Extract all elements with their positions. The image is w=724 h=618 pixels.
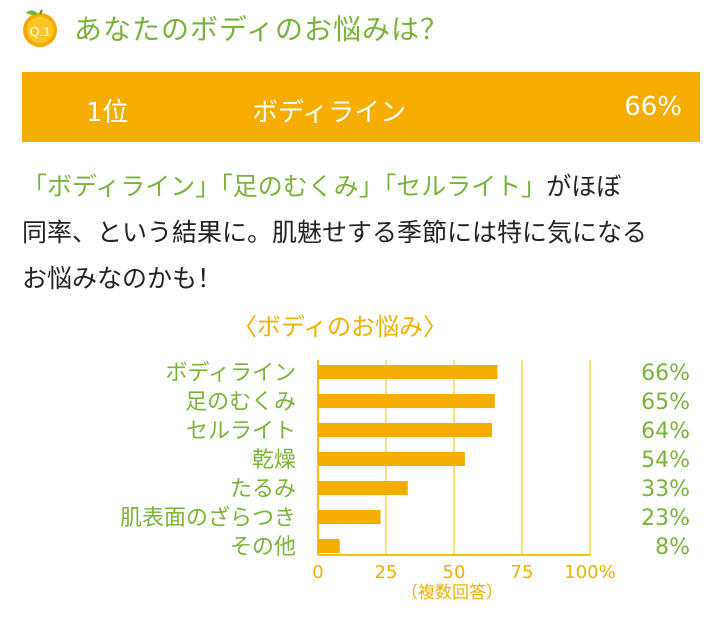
question-title: あなたのボディのお悩みは？ [74, 13, 450, 46]
bar [318, 539, 340, 553]
highlight-legs: 「足のむくみ」 [220, 172, 384, 201]
bar [318, 394, 495, 408]
rank-item: ボディライン [252, 98, 407, 128]
category-label: たるみ [230, 477, 296, 502]
description-text: 「ボディライン」「足のむくみ」「セルライト」がほぼ 同率、という結果に。肌魅せす… [22, 164, 702, 302]
value-label: 8% [655, 535, 690, 560]
value-label: 54% [641, 448, 690, 473]
rank-banner: 1位 ボディライン 66% [22, 72, 700, 142]
x-tick-label: 50 [443, 562, 466, 583]
value-label: 23% [641, 506, 690, 531]
chart-title: 〈ボディのお悩み〉 [233, 313, 447, 341]
category-label: ボディライン [166, 361, 296, 386]
rank-percent: 66% [624, 92, 682, 122]
bar [318, 510, 381, 524]
x-tick-label: 100% [564, 562, 615, 583]
description-line2: 同率、という結果に。肌魅せする季節には特に気になる [22, 218, 648, 247]
highlight-cellulite: 「セルライト」 [383, 172, 547, 201]
x-tick-label: 75 [511, 562, 534, 583]
x-tick-label: 25 [375, 562, 398, 583]
category-label: セルライト [186, 419, 296, 444]
category-label: 足のむくみ [185, 390, 296, 415]
description-rest: がほぼ [546, 172, 622, 201]
bar [318, 452, 465, 466]
question-badge: Q.1 [30, 24, 51, 39]
x-tick-label: 0 [312, 562, 323, 583]
value-label: 66% [641, 361, 690, 386]
value-label: 64% [641, 419, 690, 444]
value-label: 33% [641, 477, 690, 502]
highlight-bodyline: 「ボディライン」 [22, 172, 221, 201]
category-label: その他 [230, 535, 296, 560]
orange-icon: Q.1 [20, 8, 60, 48]
body-concerns-chart: 〈ボディのお悩み〉 ボディライン 66% 足のむくみ 65% セルライト 64% 乾燥 54%… [120, 313, 690, 603]
description-line3: お悩みなのかも！ [22, 264, 223, 293]
category-label: 肌表面のざらつき [120, 505, 296, 531]
bar [318, 365, 498, 379]
bar [318, 481, 408, 495]
value-label: 65% [641, 390, 690, 415]
question-header: Q.1 あなたのボディのお悩みは？ [20, 8, 449, 48]
bar [318, 423, 493, 437]
x-axis-label: （複数回答） [401, 583, 503, 603]
category-label: 乾燥 [252, 448, 296, 473]
rank-position: 1位 [86, 98, 129, 128]
